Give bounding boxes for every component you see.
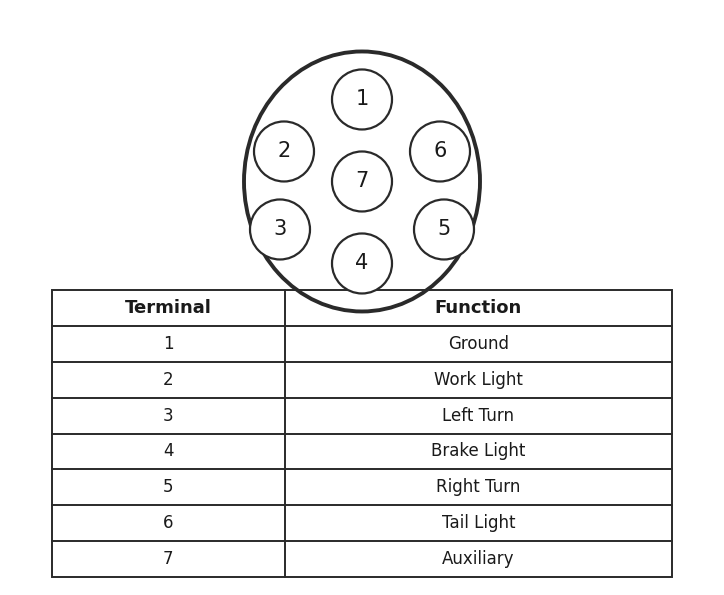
Text: 6: 6 [163,514,174,532]
Text: Terminal: Terminal [125,299,211,317]
Text: 1: 1 [355,89,369,109]
Text: 2: 2 [163,371,174,389]
Circle shape [332,152,392,211]
Text: 7: 7 [355,171,369,192]
Text: 5: 5 [437,220,450,239]
Text: 1: 1 [163,335,174,353]
Text: Ground: Ground [447,335,509,353]
Circle shape [410,121,470,181]
Circle shape [332,233,392,293]
Text: 6: 6 [433,142,447,161]
Circle shape [414,199,474,259]
Text: Function: Function [434,299,522,317]
Text: 2: 2 [277,142,290,161]
Text: Brake Light: Brake Light [431,443,526,461]
Circle shape [332,70,392,130]
Text: Right Turn: Right Turn [436,478,521,496]
Text: 3: 3 [274,220,287,239]
Bar [52,290,672,577]
Text: 7: 7 [163,550,174,568]
Text: Work Light: Work Light [434,371,523,389]
Circle shape [254,121,314,181]
Text: 4: 4 [163,443,174,461]
Circle shape [250,199,310,259]
Text: Tail Light: Tail Light [442,514,515,532]
Text: Auxiliary: Auxiliary [442,550,515,568]
Text: 4: 4 [355,253,369,274]
Text: 5: 5 [163,478,174,496]
Text: 3: 3 [163,406,174,425]
Text: Left Turn: Left Turn [442,406,514,425]
